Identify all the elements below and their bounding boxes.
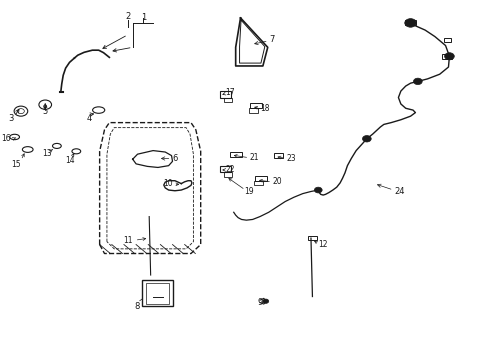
Text: 24: 24 (394, 187, 404, 196)
Bar (142, 280, 172, 306)
Text: 5: 5 (42, 107, 48, 116)
Bar (441, 54, 451, 59)
Text: 12: 12 (318, 240, 327, 249)
Bar (250, 103, 262, 108)
Text: 17: 17 (224, 87, 234, 96)
Text: 2: 2 (125, 12, 130, 21)
Bar (145, 283, 169, 304)
Text: 19: 19 (244, 187, 254, 196)
Text: 1: 1 (141, 13, 146, 22)
Text: 20: 20 (272, 177, 281, 186)
Bar (220, 91, 230, 98)
Bar (223, 98, 232, 102)
Text: 8: 8 (135, 302, 140, 311)
Text: 6: 6 (172, 154, 177, 163)
Bar (229, 152, 242, 157)
Text: 11: 11 (123, 237, 132, 246)
Bar (404, 20, 416, 25)
Bar (223, 172, 232, 177)
Bar (254, 181, 263, 185)
Text: 13: 13 (42, 149, 52, 158)
Text: 9: 9 (257, 298, 262, 307)
Circle shape (404, 19, 416, 27)
Circle shape (263, 299, 268, 303)
Circle shape (314, 187, 322, 193)
Bar (273, 153, 283, 158)
Text: 21: 21 (249, 153, 258, 162)
Circle shape (362, 135, 370, 142)
Circle shape (413, 78, 421, 85)
Text: 18: 18 (260, 104, 269, 113)
Bar (249, 108, 258, 113)
Text: 23: 23 (286, 154, 296, 163)
Text: 15: 15 (11, 161, 21, 170)
Bar (307, 236, 317, 240)
Text: 14: 14 (64, 156, 74, 165)
Bar (443, 39, 450, 42)
Bar (220, 166, 230, 172)
Bar (255, 176, 267, 181)
Text: 10: 10 (163, 179, 172, 188)
Text: 16: 16 (1, 134, 11, 143)
Text: 4: 4 (86, 114, 91, 123)
Text: 3: 3 (8, 114, 14, 123)
Text: 7: 7 (269, 35, 274, 44)
Text: 22: 22 (224, 165, 234, 174)
Circle shape (444, 53, 453, 60)
